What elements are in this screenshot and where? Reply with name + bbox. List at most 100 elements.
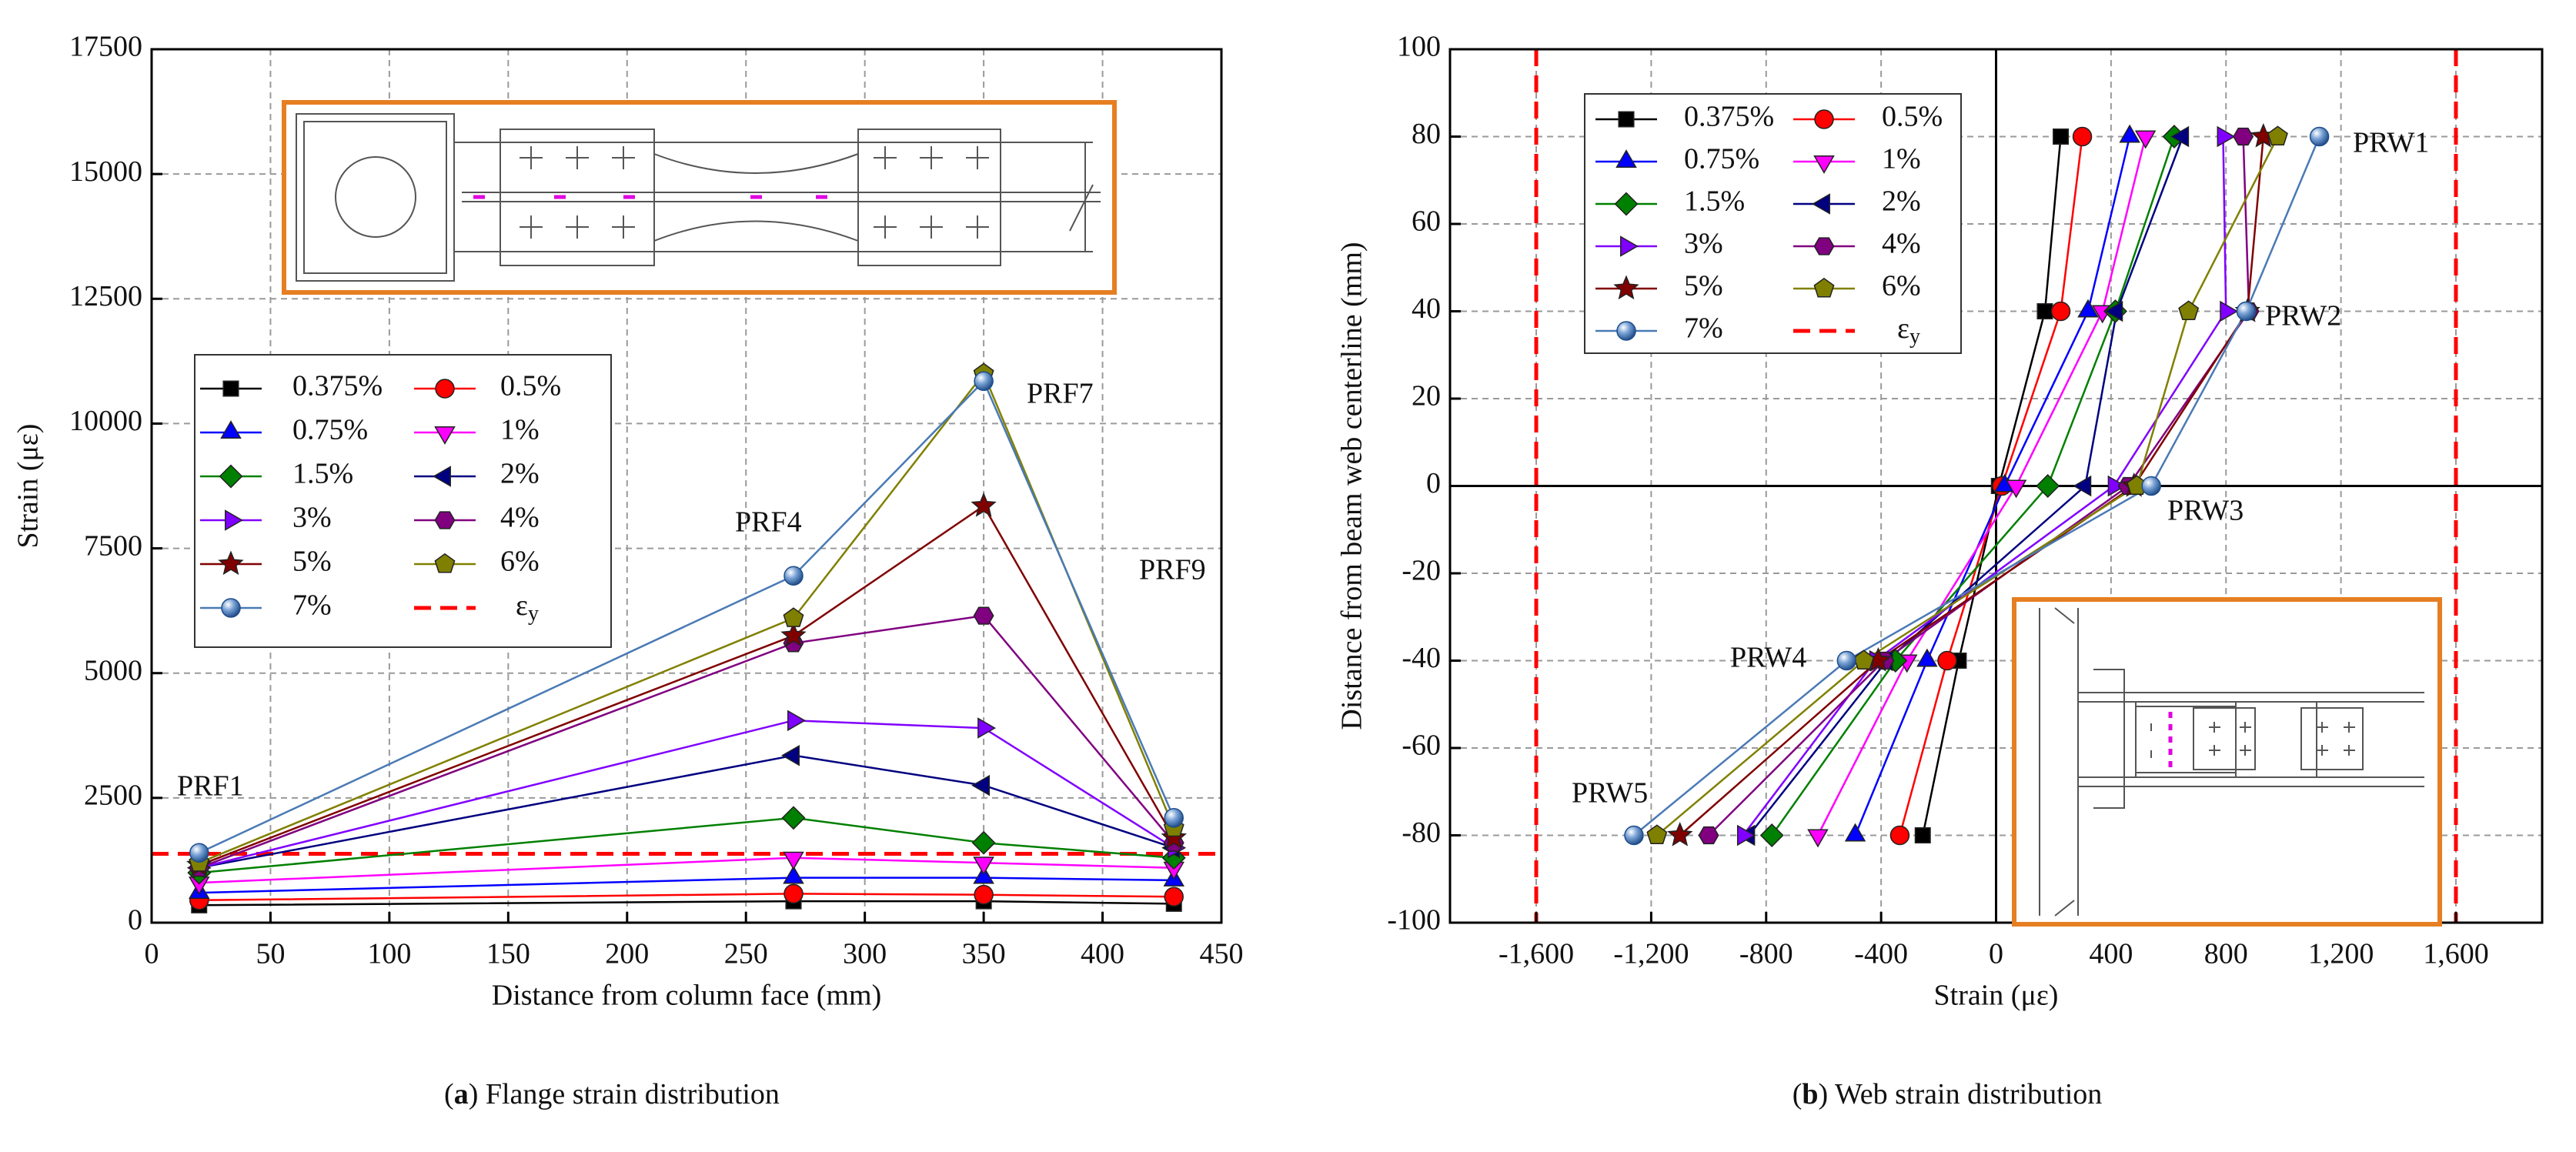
y-tick-label: 17500: [69, 31, 142, 63]
series-line: [199, 856, 1174, 884]
y-tick-label: -60: [1402, 730, 1441, 762]
x-tick-label: 400: [1081, 938, 1124, 970]
x-tick-label: 250: [724, 938, 768, 970]
x-tick-label: 200: [605, 938, 649, 970]
marker: [434, 553, 456, 573]
x-tick-label: 1,200: [2308, 938, 2374, 970]
web-inset: [2012, 597, 2442, 927]
marker: [2119, 124, 2140, 143]
caption-part: (: [1793, 1078, 1803, 1110]
marker: [2220, 300, 2239, 322]
marker: [225, 509, 243, 531]
legend-label: 2%: [500, 458, 540, 490]
legend-label: 1%: [500, 414, 540, 446]
marker: [2036, 474, 2060, 498]
marker: [1813, 237, 1835, 255]
y-tick-label: 12500: [69, 280, 142, 312]
marker: [1616, 321, 1636, 341]
marker: [2072, 126, 2093, 147]
legend-label: 0.375%: [1684, 101, 1774, 133]
series-line: [199, 720, 1174, 869]
marker: [219, 464, 243, 489]
series-line: [199, 379, 1175, 854]
x-tick-label: -1,600: [1498, 938, 1574, 970]
marker: [1937, 650, 1957, 671]
x-tick-label: 150: [486, 938, 530, 970]
marker: [781, 745, 800, 766]
x-tick-label: -1,200: [1613, 938, 1689, 970]
legend-label: 4%: [1882, 228, 1921, 260]
marker: [1620, 235, 1639, 257]
marker: [1853, 649, 1875, 669]
caption-part: b: [1802, 1078, 1818, 1110]
series-line: [199, 754, 1174, 869]
marker: [189, 843, 209, 863]
legend-label-sub: y: [528, 602, 539, 626]
y-tick-label: 40: [1412, 292, 1441, 325]
marker: [222, 380, 239, 397]
marker: [973, 856, 994, 876]
legend-label: 0.5%: [500, 370, 561, 402]
y-tick-label: 20: [1412, 380, 1441, 412]
annotation: PRF1: [177, 770, 244, 803]
marker: [1914, 826, 1931, 844]
marker: [781, 806, 806, 830]
marker: [1812, 193, 1830, 215]
annotation: PRW4: [1730, 642, 1806, 674]
marker: [973, 606, 994, 625]
y-tick-label: -20: [1402, 555, 1441, 587]
marker: [1614, 192, 1639, 216]
marker: [1916, 648, 1938, 667]
marker: [783, 607, 804, 627]
caption: (a) Flange strain distribution: [444, 1078, 780, 1110]
caption: (b) Web strain distribution: [1793, 1078, 2103, 1110]
y-tick-label: 60: [1412, 205, 1441, 238]
marker: [1618, 111, 1635, 128]
legend-label: 0.75%: [1684, 143, 1759, 175]
marker: [2217, 125, 2236, 148]
marker: [2073, 475, 2092, 497]
marker: [1836, 650, 1857, 671]
marker: [2233, 127, 2254, 146]
caption-part: (: [444, 1078, 454, 1110]
legend-label: 0.75%: [292, 414, 368, 446]
marker: [1667, 821, 1693, 846]
caption-part: ) Flange strain distribution: [469, 1078, 780, 1110]
legend: 0.375% 0.5% 0.75% 1% 1.5% 2% 3% 4% 5% 6% 7% εy: [194, 354, 612, 648]
marker: [1807, 829, 1829, 848]
annotation: PRW2: [2265, 300, 2341, 332]
marker: [1624, 825, 1644, 846]
legend-label: 3%: [1684, 228, 1723, 260]
x-tick-label: 100: [367, 938, 411, 970]
marker: [1759, 823, 1784, 847]
marker: [1164, 887, 1184, 907]
legend-label: 5%: [292, 546, 332, 578]
x-tick-label: 0: [145, 938, 159, 970]
x-tick-label: 400: [2089, 938, 2133, 970]
y-tick-label: -40: [1402, 642, 1441, 674]
marker: [2236, 301, 2257, 322]
legend-label: 4%: [500, 502, 540, 534]
y-tick-label: 100: [1397, 31, 1441, 63]
marker: [218, 550, 244, 576]
marker: [971, 492, 997, 517]
legend-label: 3%: [292, 502, 332, 534]
legend-label: 1.5%: [292, 458, 353, 490]
y-tick-label: 0: [1426, 467, 1441, 499]
marker: [1813, 277, 1835, 298]
marker: [2309, 126, 2330, 147]
marker: [1615, 149, 1637, 168]
legend-label: 5%: [1684, 270, 1723, 302]
x-tick-label: 350: [962, 938, 1006, 970]
legend-label: εy: [1897, 312, 1920, 349]
marker: [971, 830, 996, 855]
legend: 0.375% 0.5% 0.75% 1% 1.5% 2% 3% 4% 5% 6% 7% εy: [1584, 93, 1962, 354]
series-line: [199, 893, 1174, 902]
caption-part: a: [454, 1078, 469, 1110]
y-tick-label: -100: [1387, 904, 1441, 937]
annotation: PRW1: [2353, 127, 2429, 159]
legend-label: 6%: [1882, 270, 1921, 302]
series-line: [199, 504, 1175, 867]
y-tick-label: -80: [1402, 816, 1441, 849]
